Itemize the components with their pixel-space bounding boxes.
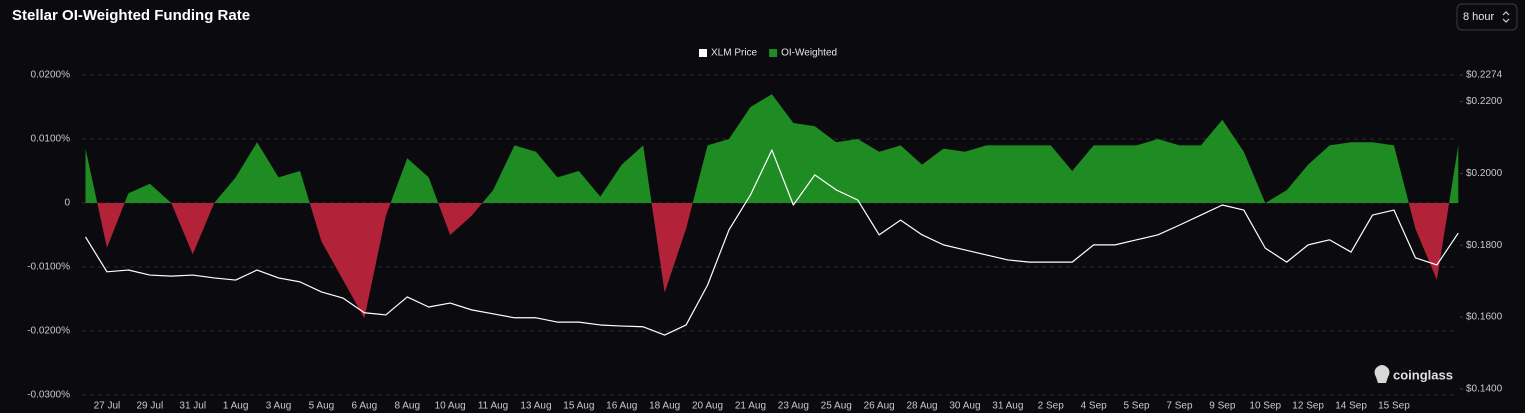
x-tick-label: 14 Sep xyxy=(1335,401,1367,412)
watermark-icon xyxy=(1374,365,1390,383)
x-tick-label: 4 Sep xyxy=(1081,401,1108,412)
legend-item: XLM Price xyxy=(699,48,758,59)
y-tick-label: -0.0300% xyxy=(27,390,70,401)
y-tick-label: 0.0200% xyxy=(31,70,71,81)
x-tick-label: 2 Sep xyxy=(1038,401,1065,412)
x-tick-label: 7 Sep xyxy=(1166,401,1193,412)
y2-tick-label: $0.1800 xyxy=(1466,240,1503,251)
x-tick-label: 16 Aug xyxy=(606,401,637,412)
x-tick-label: 13 Aug xyxy=(520,401,551,412)
price-line xyxy=(84,149,1459,336)
legend-item: OI-Weighted xyxy=(769,48,837,59)
x-tick-label: 8 Aug xyxy=(394,401,420,412)
x-tick-label: 10 Sep xyxy=(1249,401,1281,412)
y2-tick-label: $0.1400 xyxy=(1466,384,1503,395)
x-tick-label: 31 Aug xyxy=(992,401,1023,412)
y2-tick-label: $0.1600 xyxy=(1466,312,1503,323)
x-tick-label: 20 Aug xyxy=(692,401,723,412)
y-tick-label: -0.0200% xyxy=(27,326,70,337)
legend-label: XLM Price xyxy=(711,48,758,59)
x-tick-label: 23 Aug xyxy=(778,401,809,412)
y2-tick-label: $0.2274 xyxy=(1466,70,1503,81)
y-tick-label: 0.0100% xyxy=(31,134,71,145)
chart-title: Stellar OI-Weighted Funding Rate xyxy=(12,7,250,24)
x-tick-label: 27 Jul xyxy=(94,401,121,412)
y-tick-label: -0.0100% xyxy=(27,262,70,273)
x-tick-label: 15 Aug xyxy=(563,401,594,412)
dropdown-label[interactable]: 8 hour xyxy=(1463,11,1495,23)
x-tick-label: 28 Aug xyxy=(906,401,937,412)
legend-label: OI-Weighted xyxy=(781,48,837,59)
x-tick-label: 30 Aug xyxy=(949,401,980,412)
legend-swatch xyxy=(699,49,707,57)
x-tick-label: 6 Aug xyxy=(352,401,378,412)
x-tick-label: 15 Sep xyxy=(1378,401,1410,412)
watermark: coinglass xyxy=(1374,365,1453,383)
y2-tick-label: $0.2000 xyxy=(1466,168,1503,179)
y2-tick-label: $0.2200 xyxy=(1466,96,1503,107)
x-tick-label: 9 Sep xyxy=(1209,401,1236,412)
x-tick-label: 18 Aug xyxy=(649,401,680,412)
x-tick-label: 5 Sep xyxy=(1123,401,1150,412)
funding-area xyxy=(85,94,1459,319)
x-tick-label: 29 Jul xyxy=(137,401,164,412)
x-tick-label: 21 Aug xyxy=(735,401,766,412)
x-tick-label: 25 Aug xyxy=(821,401,852,412)
x-tick-label: 1 Aug xyxy=(223,401,249,412)
x-tick-label: 12 Sep xyxy=(1292,401,1324,412)
x-tick-label: 11 Aug xyxy=(478,401,508,412)
x-tick-label: 10 Aug xyxy=(435,401,466,412)
legend-swatch xyxy=(769,49,778,57)
dropdown-box[interactable] xyxy=(1456,3,1518,31)
x-tick-label: 31 Jul xyxy=(179,401,206,412)
x-tick-label: 5 Aug xyxy=(309,401,335,412)
watermark-text: coinglass xyxy=(1393,367,1453,382)
interval-dropdown[interactable]: 8 hour xyxy=(1456,3,1518,31)
y-tick-label: 0 xyxy=(64,198,70,209)
x-tick-label: 26 Aug xyxy=(864,401,895,412)
dropdown-chevron xyxy=(1502,11,1510,23)
x-tick-label: 3 Aug xyxy=(266,401,292,412)
